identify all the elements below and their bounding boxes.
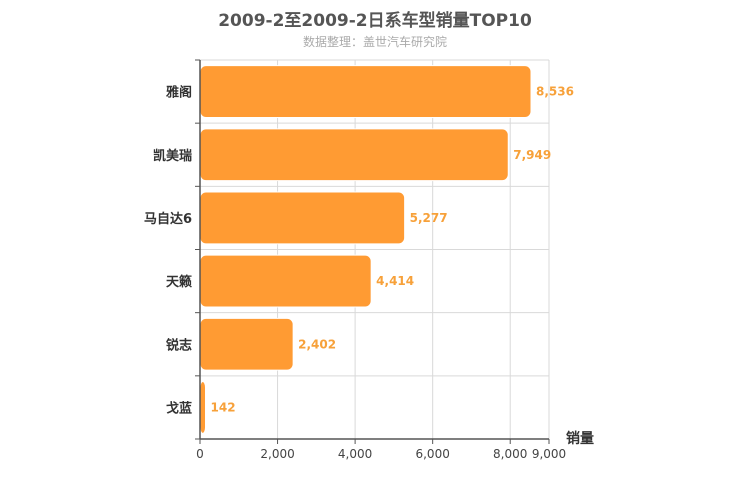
bar-0 <box>199 65 532 118</box>
category-label-3: 天籁 <box>166 274 192 290</box>
data-label-2: 5,277 <box>410 211 448 225</box>
category-label-2: 马自达6 <box>144 211 192 227</box>
data-label-1: 7,949 <box>513 148 551 162</box>
category-label-4: 锐志 <box>166 337 192 353</box>
x-tick-label-5: 9,000 <box>532 447 566 461</box>
x-tick-label-0: 0 <box>196 447 204 461</box>
x-tick-label-4: 8,000 <box>493 447 527 461</box>
x-tick-label-2: 4,000 <box>338 447 372 461</box>
data-label-4: 2,402 <box>298 337 336 351</box>
chart-title: 2009-2至2009-2日系车型销量TOP10 <box>218 11 532 31</box>
bar-5 <box>199 381 207 434</box>
bar-4 <box>199 317 294 371</box>
category-label-5: 戈蓝 <box>166 400 192 416</box>
data-label-0: 8,536 <box>536 85 574 99</box>
data-label-3: 4,414 <box>376 274 414 288</box>
bar-1 <box>199 128 509 182</box>
data-label-5: 142 <box>211 400 236 414</box>
bar-3 <box>199 254 372 308</box>
x-axis-title: 销量 <box>566 430 594 447</box>
chart-subtitle: 数据整理：盖世汽车研究院 <box>302 35 447 49</box>
bar-2 <box>199 191 406 245</box>
x-tick-label-3: 6,000 <box>415 447 449 461</box>
category-label-1: 凯美瑞 <box>153 148 192 164</box>
x-tick-label-1: 2,000 <box>260 447 294 461</box>
category-label-0: 雅阁 <box>166 85 192 101</box>
